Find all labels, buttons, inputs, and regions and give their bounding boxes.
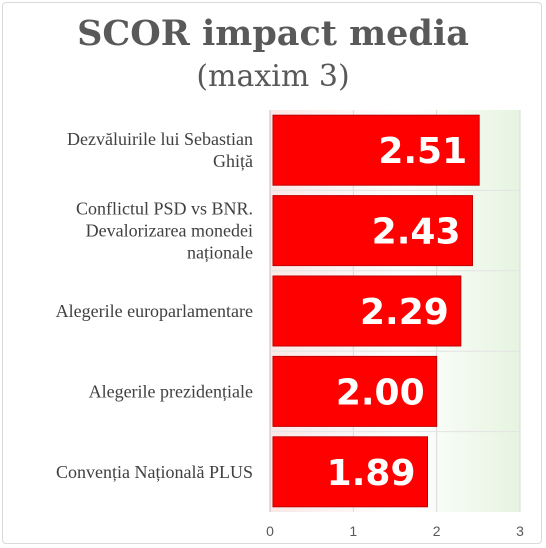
bar <box>272 436 428 508</box>
bar-value-label: 2.00 <box>336 372 425 413</box>
bar-value-label: 1.89 <box>327 453 416 494</box>
category-label: Dezvăluirile lui Sebastian Ghiță <box>67 129 253 171</box>
x-tick-label: 2 <box>433 523 441 539</box>
bar <box>272 114 480 186</box>
category-label: Convenția Națională PLUS <box>56 462 253 482</box>
bar <box>272 275 462 347</box>
x-tick-label: 1 <box>349 523 357 539</box>
x-tick-label: 3 <box>516 523 524 539</box>
bar <box>272 355 438 427</box>
bar-value-label: 2.51 <box>378 131 467 172</box>
bar-value-label: 2.29 <box>360 292 449 333</box>
bar-value-label: 2.43 <box>372 212 461 253</box>
category-label: Conflictul PSD vs BNR. Devalorizarea mone… <box>76 199 253 263</box>
category-label: Alegerile europarlamentare <box>56 301 253 321</box>
chart-subtitle: (maxim 3) <box>196 59 350 94</box>
bar <box>272 195 473 267</box>
x-tick-label: 0 <box>266 523 274 539</box>
category-label: Alegerile prezidențiale <box>89 381 253 401</box>
chart-title: SCOR impact media <box>77 13 469 54</box>
